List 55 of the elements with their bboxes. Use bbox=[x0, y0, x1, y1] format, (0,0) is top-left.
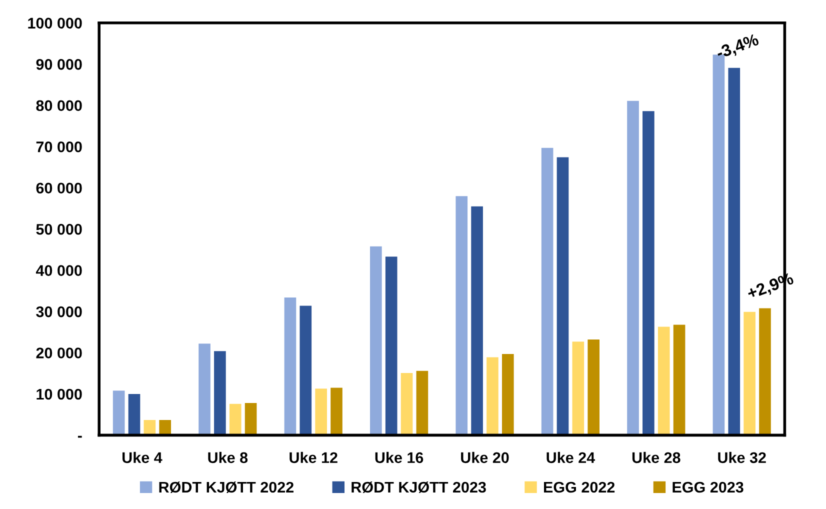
bar bbox=[486, 357, 498, 436]
y-tick-label: 40 000 bbox=[36, 265, 82, 276]
bar bbox=[642, 111, 654, 436]
bar bbox=[502, 354, 514, 436]
bar bbox=[541, 148, 554, 436]
y-tick-label: 50 000 bbox=[36, 224, 82, 235]
legend-label: RØDT KJØTT 2022 bbox=[159, 482, 294, 494]
x-tick-label: Uke 32 bbox=[718, 452, 766, 464]
bar bbox=[244, 403, 257, 436]
bar bbox=[159, 420, 172, 436]
bar bbox=[300, 306, 312, 436]
bar bbox=[588, 340, 600, 436]
y-tick-label: 10 000 bbox=[36, 388, 82, 400]
x-tick-label: Uke 28 bbox=[632, 452, 680, 464]
bar bbox=[284, 297, 296, 436]
bar bbox=[370, 246, 382, 436]
x-tick-label: Uke 12 bbox=[290, 452, 338, 464]
bar bbox=[712, 54, 725, 436]
y-tick-label: 30 000 bbox=[36, 306, 82, 318]
y-tick-label: 100 000 bbox=[28, 18, 82, 29]
bar bbox=[572, 342, 584, 436]
x-tick-label: Uke 16 bbox=[375, 452, 424, 464]
x-tick-label: Uke 8 bbox=[208, 452, 248, 464]
y-tick-label: - bbox=[78, 436, 82, 438]
bar bbox=[214, 351, 226, 436]
bar bbox=[330, 388, 342, 436]
x-tick-label: Uke 24 bbox=[546, 452, 596, 464]
bar bbox=[673, 324, 686, 436]
bar bbox=[744, 312, 756, 436]
annotation: -3,4% bbox=[715, 33, 760, 62]
bar bbox=[315, 388, 327, 436]
y-tick-label: 20 000 bbox=[36, 348, 82, 358]
bar bbox=[112, 390, 125, 436]
bar bbox=[416, 370, 428, 436]
y-tick-label: 90 000 bbox=[36, 59, 82, 70]
bar bbox=[198, 344, 210, 436]
bar bbox=[627, 100, 639, 436]
bar bbox=[385, 256, 398, 436]
bar bbox=[759, 308, 771, 436]
bar bbox=[556, 157, 569, 436]
x-tick-label: Uke 20 bbox=[461, 452, 509, 464]
y-tick-label: 70 000 bbox=[36, 141, 82, 152]
x-tick-label: Uke 4 bbox=[122, 452, 162, 464]
bar bbox=[456, 196, 468, 436]
legend-label: EGG 2023 bbox=[672, 482, 744, 493]
bar bbox=[229, 404, 242, 436]
bar bbox=[128, 394, 140, 436]
bar bbox=[400, 372, 413, 436]
y-tick-label: 60 000 bbox=[36, 182, 82, 194]
bar bbox=[728, 68, 740, 436]
bar bbox=[471, 206, 483, 436]
y-tick-label: 80 000 bbox=[36, 100, 82, 112]
bar bbox=[658, 326, 670, 436]
legend-label: RØDT KJØTT 2023 bbox=[352, 482, 486, 494]
legend-label: EGG 2022 bbox=[544, 482, 615, 493]
